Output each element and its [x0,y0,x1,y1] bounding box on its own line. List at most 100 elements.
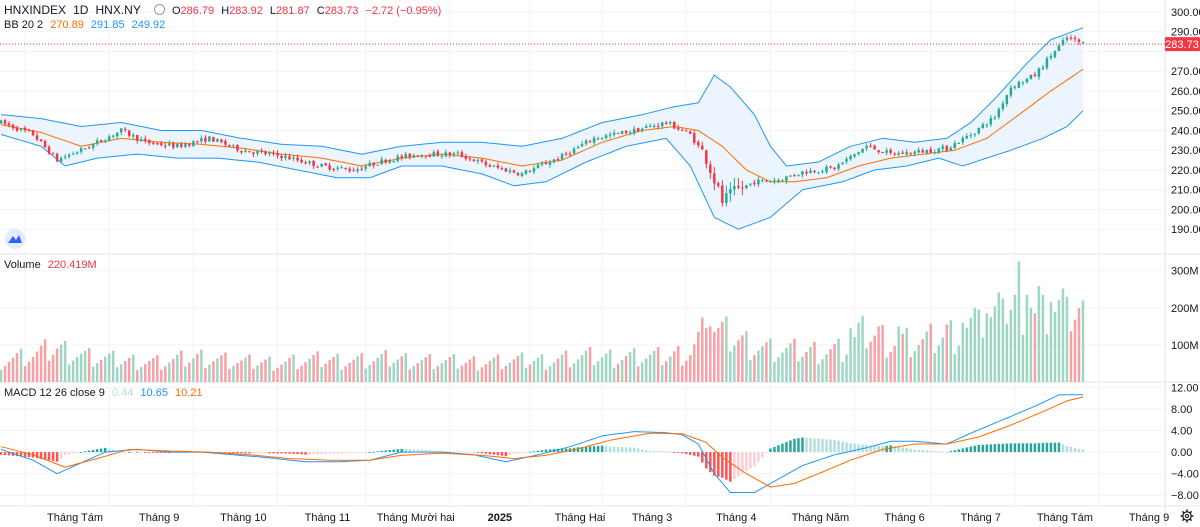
macd-hist-bar [749,452,752,469]
macd-hist-bar [396,449,399,453]
candle [981,122,985,129]
volume-bar [985,313,989,382]
macd-hist-bar [284,452,287,454]
bb-legend[interactable]: BB 20 2 270.89 291.85 249.92 [4,19,169,31]
volume-bar [111,350,115,382]
candle [428,153,432,158]
macd-hist-bar [87,450,91,453]
candle [252,151,255,157]
volume-bar [853,337,856,382]
candle-body [59,158,63,162]
candle [292,155,295,162]
price-tick-label: 240.00 [1171,125,1200,137]
volume-bar [184,366,187,382]
candle-body [560,153,564,160]
macd-hist-bar [35,452,39,459]
candle-body [741,187,744,189]
candle-body [148,140,151,144]
macd-hist-bar [921,450,924,453]
macd-hist-bar [777,445,780,453]
candle [909,152,912,156]
volume-bar [404,353,407,382]
volume-bar [893,345,896,382]
candle-body [608,134,612,136]
macd-hist-bar [673,452,676,453]
candle [228,144,231,147]
macd-hist-bar [937,451,940,453]
candle-body [697,142,700,146]
macd-hist-bar [917,449,920,453]
macd-hist-bar [909,448,912,453]
candle-body [1001,103,1005,110]
candle [500,166,504,171]
volume-bar [3,365,7,382]
volume-name: Volume [4,259,41,271]
volume-bar [47,360,51,382]
candle-body [504,168,508,172]
volume-bar [765,342,768,382]
price-tick-label: 210.00 [1171,185,1200,197]
candle [152,141,155,146]
candle-body [496,165,500,168]
volume-bar [95,363,99,382]
macd-hist-bar [1069,446,1073,453]
candle-body [901,152,904,154]
volume-bar [468,359,472,382]
candle [668,120,672,126]
time-tick-label: Tháng 6 [884,512,924,524]
tradingview-logo-icon[interactable] [4,228,26,250]
macd-hist-bar [164,452,167,453]
candle [957,142,961,144]
macd-legend[interactable]: MACD 12 26 close 9 0.44 10.65 10.21 [4,387,207,399]
volume-bar [132,354,135,382]
macd-hist-bar [705,452,708,469]
volume-bar [168,362,171,382]
candle [540,161,544,167]
volume-bar [576,359,580,382]
candle [1061,37,1065,47]
volume-bar [324,363,327,382]
candle-body [600,137,604,139]
candle-body [224,141,227,145]
macd-hist-bar [440,451,444,453]
macd-hist-bar [536,450,540,453]
macd-hist-bar [757,452,760,462]
interval-label[interactable]: 1D [73,3,89,17]
candle-body [444,152,448,157]
volume-bar [620,359,624,382]
candle [7,121,11,128]
candle [376,164,379,166]
macd-signal-line [0,396,1084,488]
macd-hist-bar [244,452,247,454]
macd-hist-bar [524,452,528,453]
candle-body [320,163,323,167]
volume-bar [91,366,95,382]
candle [889,148,892,155]
candle [1049,53,1053,61]
candle-body [164,145,167,147]
volume-bar [933,353,936,382]
candle [644,123,648,129]
candle-body [769,181,772,183]
volume-bar [1065,296,1069,382]
macd-hist-bar [504,452,508,457]
macd-hist-bar [1057,442,1061,453]
volume-bar [276,367,279,382]
symbol-name[interactable]: HNXINDEX [4,3,67,17]
candle-body [540,163,544,165]
macd-hist-bar [340,452,343,454]
candle-body [91,143,95,148]
volume-bar [452,354,456,382]
volume-bar [1073,319,1077,382]
volume-bar [628,352,632,382]
candle-body [701,145,704,150]
volume-bar [1029,307,1033,382]
volume-legend[interactable]: Volume 220.419M [4,259,101,271]
candle [572,146,576,155]
candle-body [821,171,824,173]
volume-bar [741,335,744,382]
gear-icon[interactable] [1180,509,1194,523]
bb-lower-line [0,110,1084,230]
candle-body [1009,87,1013,96]
candle [332,167,335,172]
